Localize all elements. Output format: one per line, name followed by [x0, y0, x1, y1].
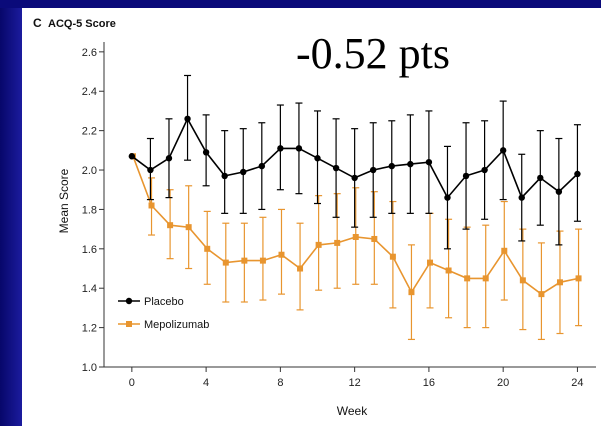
panel-letter: C [33, 16, 42, 30]
y-tick-label: 2.0 [82, 165, 97, 177]
data-point [167, 222, 174, 229]
data-point [128, 153, 136, 160]
y-tick-label: 1.6 [82, 244, 97, 256]
data-point [147, 166, 154, 174]
data-point [538, 291, 545, 298]
y-tick-label: 2.2 [82, 126, 97, 138]
legend-marker [126, 321, 132, 327]
x-tick-label: 4 [203, 377, 209, 389]
data-point [408, 289, 415, 296]
data-point [462, 172, 470, 180]
axes: 1.0 1.2 1.4 1.6 1.8 2.0 2.2 2.4 2.6 0 4 8 12 16 20 24 [82, 42, 596, 389]
data-point [241, 257, 248, 264]
data-point [334, 239, 341, 246]
data-point [407, 160, 414, 168]
data-point [148, 202, 155, 209]
data-point [277, 145, 284, 152]
x-tick-label: 20 [497, 377, 509, 389]
data-point [482, 275, 489, 282]
data-point [444, 194, 451, 201]
data-point [575, 275, 582, 282]
x-tick-label: 12 [349, 377, 361, 389]
data-point [370, 166, 377, 174]
data-point [295, 145, 303, 152]
data-point [371, 235, 378, 242]
data-point [555, 188, 563, 195]
data-point [388, 162, 395, 170]
y-tick-label: 2.6 [82, 47, 97, 59]
chart-title: ACQ-5 Score [48, 18, 116, 30]
data-point [519, 277, 526, 284]
data-point [499, 147, 507, 154]
data-point [314, 155, 321, 162]
data-point [240, 168, 247, 176]
data-point [574, 170, 581, 178]
legend-label: Mepolizumab [144, 319, 209, 331]
legend: Placebo Mepolizumab [118, 296, 209, 331]
x-tick-label: 16 [423, 377, 435, 389]
x-tick-label: 8 [277, 377, 283, 389]
data-point [258, 162, 266, 170]
data-point [351, 174, 358, 182]
y-tick-label: 1.8 [82, 204, 97, 216]
data-point [297, 265, 304, 272]
x-tick-label: 24 [571, 377, 583, 389]
data-point [185, 224, 192, 231]
annotation-text: -0.52 pts [296, 29, 450, 78]
series-placebo [128, 74, 581, 250]
data-point [222, 259, 229, 266]
data-point [332, 164, 340, 172]
data-point [221, 172, 228, 180]
data-point [278, 251, 285, 258]
data-point [259, 257, 266, 264]
legend-label: Placebo [144, 296, 184, 308]
slide-left-band [0, 0, 22, 426]
y-tick-label: 1.0 [82, 362, 97, 374]
data-point [315, 241, 322, 248]
data-point [427, 259, 434, 266]
data-point [165, 155, 173, 162]
y-tick-label: 1.2 [82, 323, 97, 335]
data-point [202, 149, 210, 156]
data-point [501, 247, 508, 254]
data-point [445, 267, 452, 274]
y-tick-label: 1.4 [82, 283, 97, 295]
legend-marker [125, 297, 133, 305]
series-layer [128, 74, 583, 341]
data-point [518, 194, 525, 201]
y-axis-label: Mean Score [57, 168, 71, 233]
data-point [537, 174, 544, 182]
data-point [425, 158, 433, 166]
data-point [481, 166, 488, 174]
data-point [204, 245, 211, 252]
data-point [389, 253, 396, 260]
x-axis-label: Week [337, 404, 368, 418]
x-tick-label: 0 [129, 377, 135, 389]
data-point [184, 115, 191, 123]
data-point [352, 234, 359, 240]
series-mepolizumab [129, 153, 583, 341]
data-point [556, 279, 563, 286]
data-point [464, 275, 471, 282]
y-tick-label: 2.4 [82, 86, 97, 98]
slide-top-band [0, 0, 601, 8]
